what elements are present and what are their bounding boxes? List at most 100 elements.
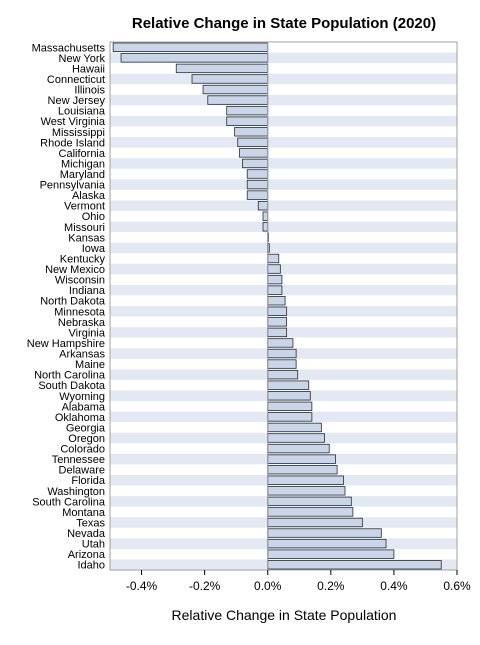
bar-vermont [257,200,269,211]
category-label: Wyoming [59,391,105,403]
category-label: Massachusetts [32,42,106,54]
bar-hawaii [175,63,269,74]
bar-connecticut [191,74,269,84]
bar-new-hampshire [267,338,294,348]
x-tick-label: -0.4% [126,579,158,593]
category-label: South Carolina [32,496,106,508]
bar-oregon [267,433,325,443]
bar-massachusetts [112,42,269,52]
category-label: Delaware [59,465,105,477]
category-label: Mississippi [52,127,105,139]
category-label: Montana [62,507,106,519]
bar-maryland [246,169,269,179]
bar-utah [267,538,387,549]
bar-west-virginia [226,116,269,126]
x-tick-label: 0.6% [443,579,471,593]
category-label: Florida [71,475,106,487]
bar-new-york [120,53,269,63]
category-label: Missouri [64,222,105,234]
bar-california [238,148,269,158]
category-label: Alabama [62,401,106,413]
x-tick-label: 0.4% [380,579,408,593]
category-label: Arizona [68,549,106,561]
bar-north-carolina [267,369,299,380]
category-label: Virginia [69,327,106,339]
category-label: New York [59,53,106,65]
category-label: North Carolina [34,370,106,382]
x-tick-label: 0.2% [317,579,345,593]
category-label: Hawaii [72,63,105,75]
bar-arizona [267,549,395,559]
background-band [110,221,457,233]
bar-idaho [267,560,442,570]
bar-new-jersey [207,95,269,105]
category-label: Washington [47,486,105,498]
x-axis-label: Relative Change in State Population [172,607,397,623]
category-label: Nevada [67,528,106,540]
category-label: Maryland [60,169,105,181]
bar-tennessee [267,454,336,464]
bar-louisiana [226,105,269,116]
bar-colorado [267,443,330,454]
background-band [110,284,457,296]
bar-delaware [267,464,338,475]
category-label: Maine [75,359,105,371]
category-label: Indiana [69,285,106,297]
background-band [110,94,457,106]
background-band [110,179,457,190]
category-label: Texas [76,517,105,529]
bar-wyoming [267,391,311,401]
bars-group [112,42,442,570]
background-band [110,242,457,254]
bar-south-dakota [267,380,310,390]
bar-virginia [267,327,288,338]
category-label: Arkansas [59,349,105,361]
category-label: Alaska [72,190,106,202]
background-band [110,158,457,169]
bar-alabama [267,401,313,412]
bar-nebraska [267,317,288,327]
bar-arkansas [267,348,297,359]
bar-michigan [242,158,269,169]
bar-rhode-island [237,137,269,147]
category-label: Utah [82,539,105,551]
background-band [110,137,457,148]
background-band [110,263,457,275]
bar-maine [267,359,297,369]
bar-washington [267,486,346,496]
category-label: Illinois [74,85,105,97]
x-tick-label: -0.2% [189,579,221,593]
category-label: Pennsylvania [40,180,106,192]
bar-oklahoma [267,412,313,422]
background-band [110,200,457,211]
bar-indiana [267,285,283,295]
category-label: Louisiana [58,106,106,118]
bar-north-dakota [267,296,286,306]
bar-minnesota [267,306,288,316]
category-label: Minnesota [54,306,106,318]
bar-new-mexico [267,264,281,274]
category-label: New Hampshire [27,338,105,350]
background-band [110,73,457,85]
category-label: North Dakota [40,296,106,308]
x-axis-ticks: -0.4% -0.2% 0.0% 0.2% 0.4% 0.6% [126,570,471,593]
category-label: Nebraska [58,317,106,329]
bar-florida [267,475,344,485]
category-label: Oregon [68,433,105,445]
bar-mississippi [234,127,269,137]
background-band [110,52,457,64]
category-label: Georgia [66,422,106,434]
category-label: Tennessee [52,454,105,466]
bar-alaska [246,190,269,200]
category-label: Kansas [68,232,105,244]
bar-nevada [267,528,382,538]
bar-wisconsin [267,274,283,285]
category-label: Rhode Island [40,137,105,149]
bar-texas [267,517,363,528]
bar-south-carolina [267,496,352,507]
plot-frame [109,41,458,571]
category-label: Kentucky [60,253,106,265]
